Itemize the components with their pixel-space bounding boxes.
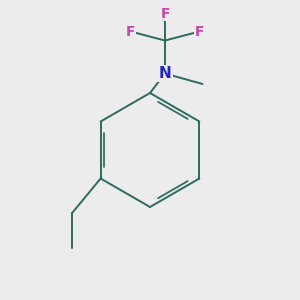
Text: F: F [160, 7, 170, 20]
Text: F: F [126, 25, 135, 38]
Text: F: F [195, 25, 204, 38]
Text: N: N [159, 66, 171, 81]
